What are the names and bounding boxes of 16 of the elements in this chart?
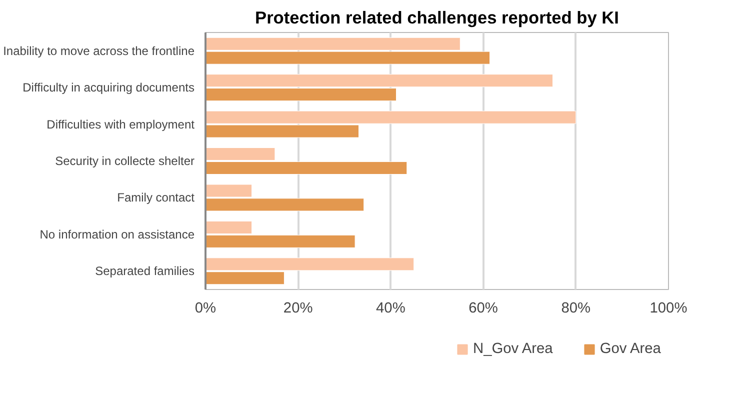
x-tick-label: 80% bbox=[561, 300, 591, 316]
x-tick-label: 20% bbox=[283, 300, 313, 316]
y-tick-label: Family contact bbox=[117, 190, 196, 205]
y-tick-label: Security in collecte shelter bbox=[55, 154, 195, 168]
y-tick-label: Difficulty in acquiring documents bbox=[22, 80, 195, 95]
legend-label: N_Gov Area bbox=[473, 341, 553, 357]
y-tick-label: No information on assistance bbox=[40, 227, 195, 242]
x-tick-label: 40% bbox=[376, 300, 406, 316]
x-tick-label: 0% bbox=[194, 300, 216, 316]
y-tick-label: Inability to move across the frontline bbox=[3, 44, 195, 58]
x-tick-label: 100% bbox=[650, 300, 688, 316]
chart-title: Protection related challenges reported by KI bbox=[255, 8, 619, 28]
x-tick-label: 60% bbox=[468, 300, 498, 316]
legend-label: Gov Area bbox=[600, 341, 661, 357]
y-tick-label: Difficulties with employment bbox=[46, 117, 196, 132]
y-tick-label: Separated families bbox=[95, 264, 195, 278]
